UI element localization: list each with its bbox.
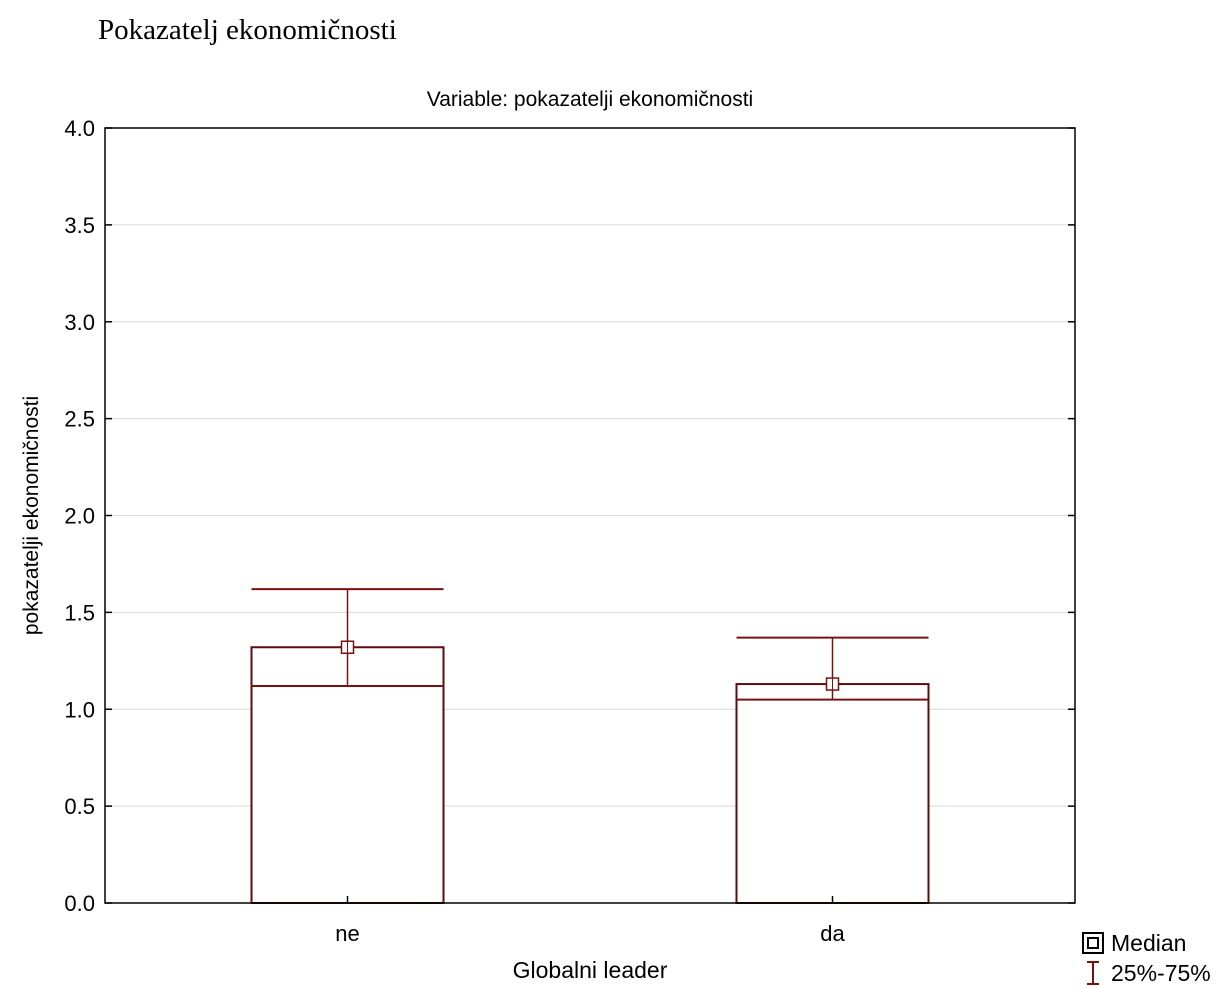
x-tick-label: da [820,921,845,946]
legend-label-median: Median [1111,929,1187,956]
y-tick-label: 4.0 [64,116,95,141]
y-tick-label: 0.0 [64,891,95,916]
y-tick-label: 2.0 [64,504,95,529]
legend-label-range: 25%-75% [1111,959,1211,986]
median-bar [735,683,930,904]
y-tick-label: 3.5 [64,213,95,238]
y-tick-label: 3.0 [64,310,95,335]
chart-title: Variable: pokazatelji ekonomičnosti [427,88,753,111]
y-tick-label: 2.5 [64,407,95,432]
whisker-icon [1087,961,1099,985]
page-heading: Pokazatelj ekonomičnosti [98,14,397,46]
axis-ticks: 0.0 0.5 1.0 1.5 2.0 2.5 3.0 3.5 4.0 ne da [64,116,1075,946]
median-square-icon [1082,932,1104,954]
legend-item-median: Median [1080,928,1211,958]
box-layer [250,588,930,904]
legend: Median 25%-75% [1080,928,1211,988]
x-tick-label: ne [335,921,359,946]
y-tick-label: 0.5 [64,794,95,819]
y-tick-label: 1.0 [64,697,95,722]
x-axis-label: Globalni leader [513,957,668,983]
y-tick-label: 1.5 [64,600,95,625]
y-axis-label: pokazatelji ekonomičnosti [20,396,43,635]
legend-item-range: 25%-75% [1080,958,1211,988]
